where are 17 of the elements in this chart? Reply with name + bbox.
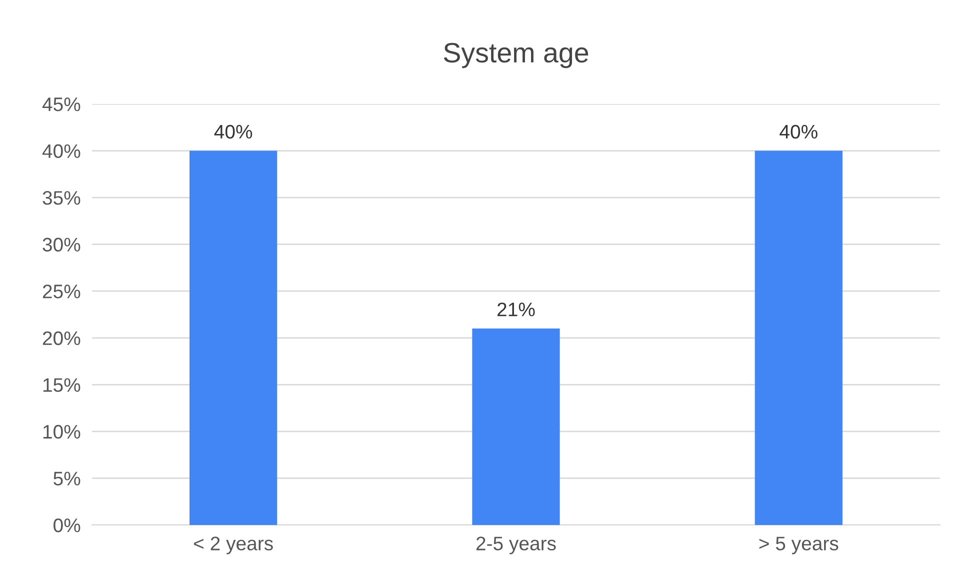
data-label: 21% [498,302,535,316]
chart-title: System age [444,42,588,68]
y-tick-label: 0% [54,518,80,532]
y-tick-label: 40% [42,144,80,158]
y-tick-label: 5% [54,472,80,486]
y-tick-label: 10% [43,424,80,439]
y-tick-label: 45% [42,98,80,112]
y-tick-label: 30% [42,238,80,252]
y-tick-label: 35% [42,191,80,205]
y-tick-label: 15% [43,378,80,392]
x-tick-label: 2-5 years [476,536,556,554]
y-tick-label: 20% [42,331,80,346]
data-label: 40% [214,124,252,139]
x-tick-label: < 2 years [194,536,273,554]
data-label: 40% [780,124,818,139]
y-tick-label: 25% [42,284,80,298]
x-tick-label: > 5 years [759,536,838,554]
